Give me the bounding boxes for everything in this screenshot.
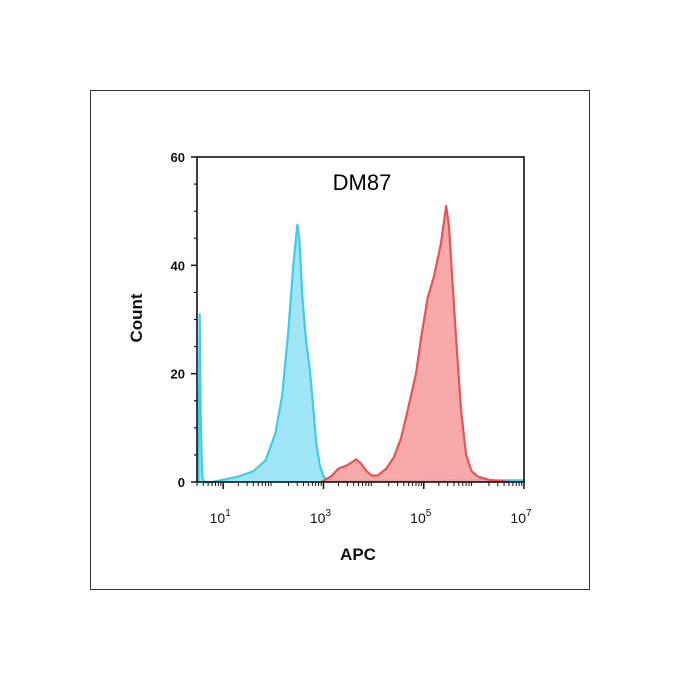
series-1-fill (198, 224, 524, 482)
y-axis-title: Count (127, 293, 146, 342)
figure-frame (90, 90, 590, 590)
x-tick-label: 103 (310, 508, 332, 526)
axes: 0 20 40 60 101 103 105 107 (171, 150, 532, 526)
y-tick-label: 20 (171, 367, 185, 382)
x-tick-label: 105 (410, 508, 432, 526)
x-tick-label: 107 (510, 508, 532, 526)
series-2-line (320, 204, 510, 484)
plot-frame (196, 156, 525, 483)
series-1-line (197, 223, 524, 484)
plot-area (197, 204, 524, 484)
y-tick-label: 40 (171, 258, 185, 273)
y-tick-label: 60 (171, 150, 185, 165)
x-axis-title: APC (340, 545, 376, 564)
x-tick-label: 101 (210, 508, 232, 526)
series-2-fill (321, 205, 509, 483)
chart-title: DM87 (333, 170, 392, 195)
y-tick-label: 0 (178, 475, 185, 490)
